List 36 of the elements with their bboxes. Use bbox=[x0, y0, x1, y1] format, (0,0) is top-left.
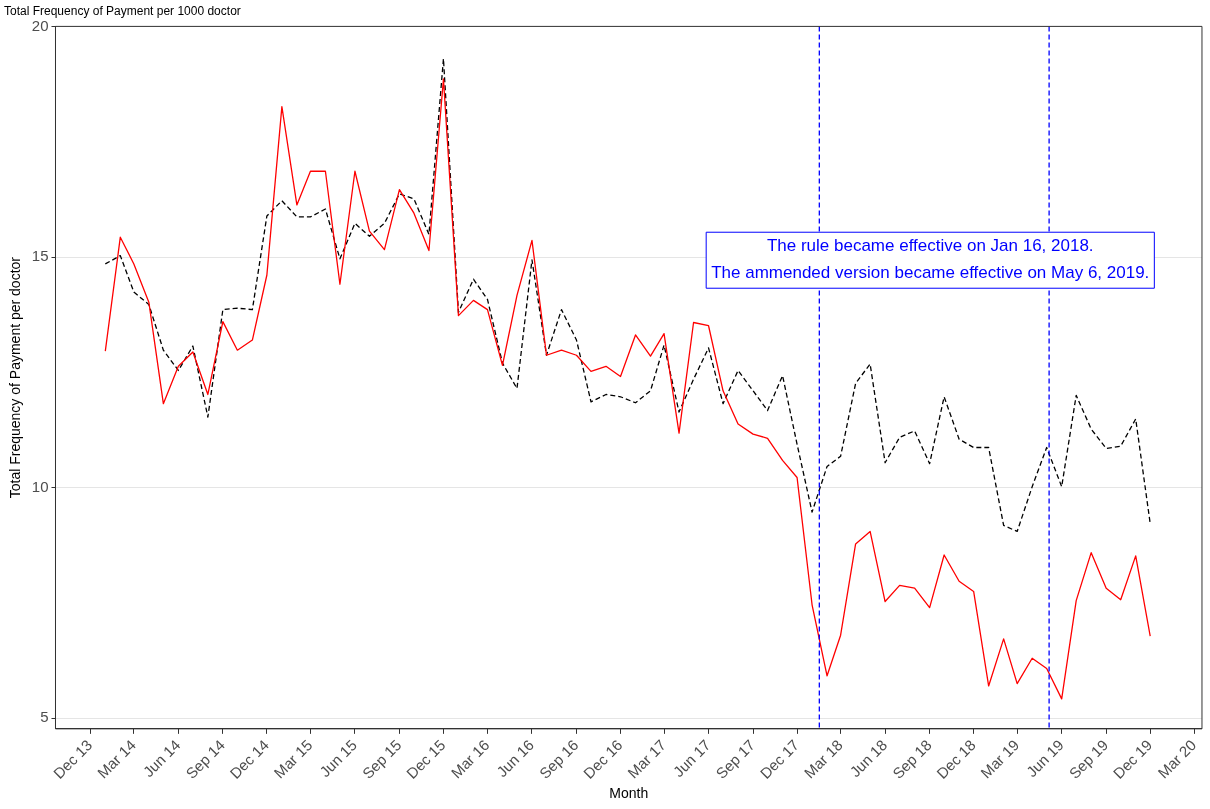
x-tick-label: Dec 19 bbox=[1109, 736, 1156, 782]
y-tick-label: 15 bbox=[31, 247, 49, 265]
x-tick-label: Sep 15 bbox=[358, 736, 405, 782]
x-tick-label: Mar 20 bbox=[1154, 736, 1200, 782]
x-tick-label: Mar 16 bbox=[447, 736, 493, 782]
x-tick-label: Jun 16 bbox=[493, 736, 538, 781]
x-tick-label: Mar 15 bbox=[270, 736, 316, 782]
x-tick-label: Dec 14 bbox=[226, 736, 272, 782]
x-tick-label: Jun 15 bbox=[316, 736, 360, 781]
chart-title: Total Frequency of Payment per 1000 doctor bbox=[4, 3, 241, 18]
y-tick-label: 5 bbox=[40, 708, 49, 726]
x-tick-label: Dec 17 bbox=[756, 736, 803, 782]
x-tick-label: Dec 15 bbox=[402, 736, 449, 782]
y-tick-label: 20 bbox=[31, 16, 49, 34]
x-tick-label: Sep 18 bbox=[889, 736, 935, 782]
x-tick-label: Mar 18 bbox=[800, 736, 846, 782]
x-tick-label: Sep 14 bbox=[182, 736, 228, 782]
x-tick-label: Dec 16 bbox=[579, 736, 626, 782]
x-tick-label: Mar 19 bbox=[977, 736, 1023, 782]
x-tick-label: Dec 13 bbox=[49, 736, 96, 782]
x-tick-label: Jun 14 bbox=[139, 736, 184, 781]
x-tick-label: Jun 19 bbox=[1022, 736, 1067, 781]
x-tick-label: Jun 17 bbox=[669, 736, 714, 781]
x-tick-label: Mar 17 bbox=[624, 736, 670, 782]
annotation: The rule became effective on Jan 16, 2018. bbox=[766, 236, 1094, 256]
x-axis-title: Month bbox=[609, 785, 649, 802]
y-tick-label: 10 bbox=[31, 477, 49, 495]
x-tick-label: Sep 19 bbox=[1065, 736, 1112, 782]
y-axis-title: Total Frequency of Payment per doctor bbox=[7, 256, 24, 499]
annotation: The ammended version became effective on May 6, 2019. bbox=[711, 263, 1150, 283]
x-tick-label: Mar 14 bbox=[93, 736, 139, 782]
x-tick-label: Jun 18 bbox=[846, 736, 891, 781]
x-tick-label: Sep 16 bbox=[535, 736, 582, 782]
x-tick-label: Sep 17 bbox=[712, 736, 759, 782]
x-tick-label: Dec 18 bbox=[933, 736, 979, 782]
line-series bbox=[104, 58, 1151, 533]
